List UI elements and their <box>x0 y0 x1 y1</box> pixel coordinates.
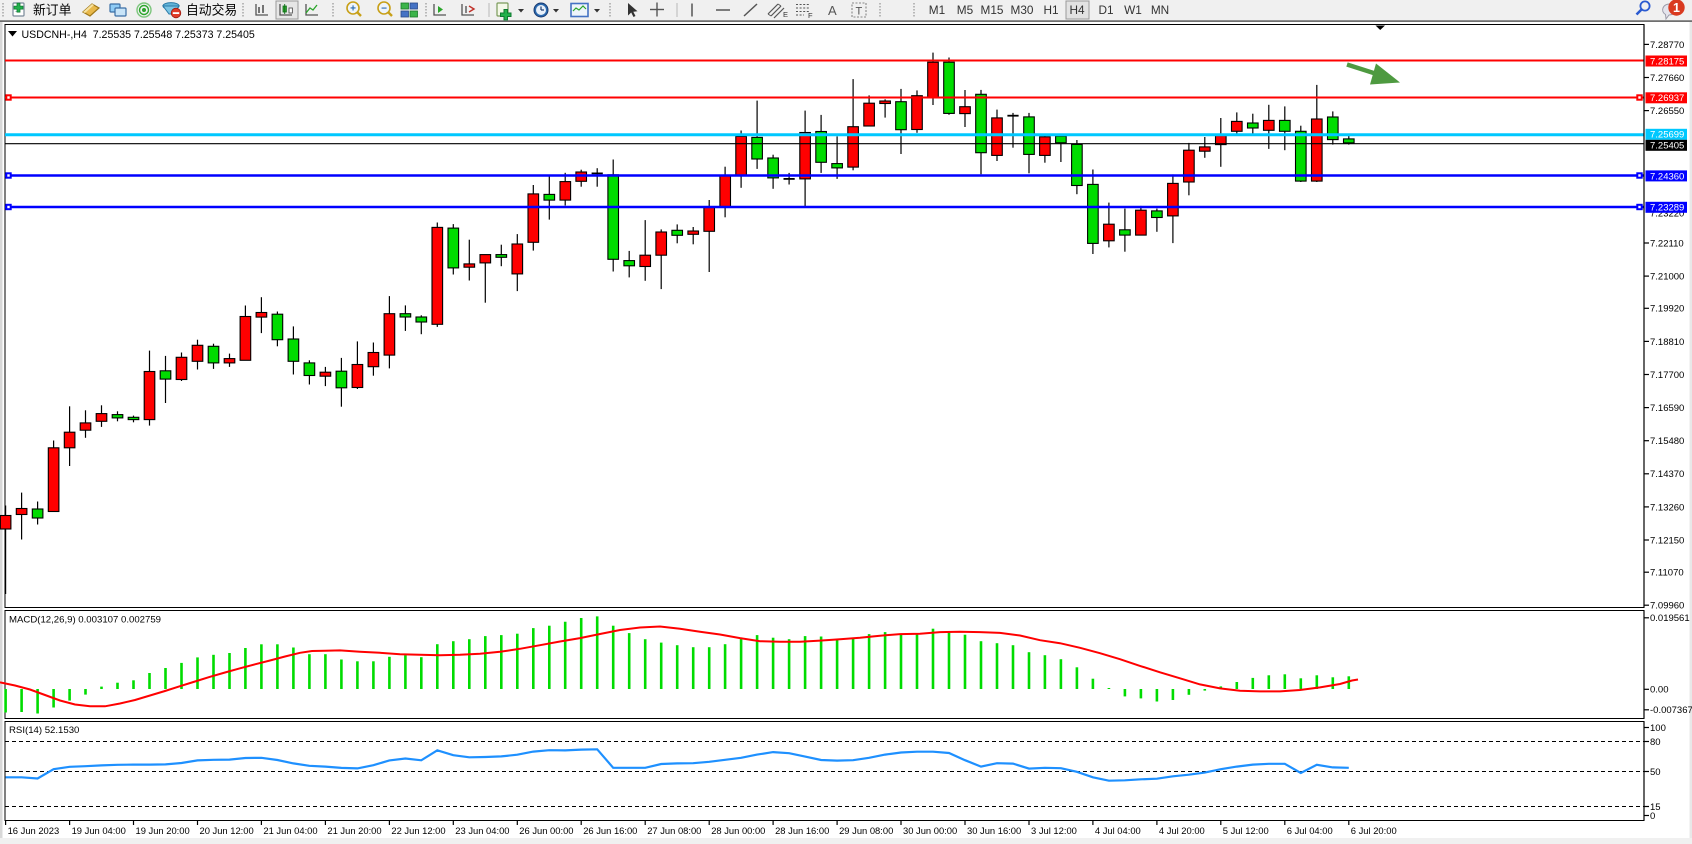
svg-text:7.13260: 7.13260 <box>1650 502 1684 513</box>
svg-text:新订单: 新订单 <box>33 3 72 18</box>
svg-text:7.25405: 7.25405 <box>1650 141 1684 152</box>
svg-text:26 Jun 16:00: 26 Jun 16:00 <box>583 825 637 836</box>
svg-text:4 Jul 04:00: 4 Jul 04:00 <box>1095 825 1141 836</box>
svg-text:USDCNH-,H4 7.25535 7.25548 7.: USDCNH-,H4 7.25535 7.25548 7.25373 7.254… <box>22 29 255 41</box>
svg-text:W1: W1 <box>1124 3 1142 17</box>
svg-text:7.28770: 7.28770 <box>1650 40 1684 51</box>
svg-text:16 Jun 2023: 16 Jun 2023 <box>8 825 60 836</box>
svg-text:1: 1 <box>1673 1 1680 15</box>
svg-text:E: E <box>783 10 788 19</box>
svg-text:27 Jun 08:00: 27 Jun 08:00 <box>647 825 701 836</box>
svg-text:0: 0 <box>1650 811 1655 822</box>
svg-text:7.26937: 7.26937 <box>1650 93 1684 104</box>
svg-text:M30: M30 <box>1011 3 1034 17</box>
svg-text:H4: H4 <box>1069 3 1085 17</box>
svg-text:15: 15 <box>1650 802 1661 813</box>
svg-text:5 Jul 12:00: 5 Jul 12:00 <box>1223 825 1269 836</box>
svg-text:M15: M15 <box>981 3 1004 17</box>
svg-text:T: T <box>856 6 863 18</box>
svg-text:6 Jul 20:00: 6 Jul 20:00 <box>1351 825 1397 836</box>
svg-text:A: A <box>828 3 837 18</box>
svg-text:7.24360: 7.24360 <box>1650 171 1684 182</box>
svg-text:50: 50 <box>1650 767 1661 778</box>
svg-text:21 Jun 04:00: 21 Jun 04:00 <box>263 825 317 836</box>
svg-text:0.019561: 0.019561 <box>1650 613 1690 624</box>
svg-text:7.22110: 7.22110 <box>1650 238 1684 249</box>
svg-text:22 Jun 12:00: 22 Jun 12:00 <box>391 825 445 836</box>
svg-text:M5: M5 <box>957 3 974 17</box>
svg-text:19 Jun 20:00: 19 Jun 20:00 <box>136 825 190 836</box>
svg-text:21 Jun 20:00: 21 Jun 20:00 <box>327 825 381 836</box>
svg-text:19 Jun 04:00: 19 Jun 04:00 <box>72 825 126 836</box>
svg-text:80: 80 <box>1650 737 1661 748</box>
svg-text:4 Jul 20:00: 4 Jul 20:00 <box>1159 825 1205 836</box>
svg-text:RSI(14) 52.1530: RSI(14) 52.1530 <box>9 725 79 736</box>
svg-text:F: F <box>808 11 813 20</box>
svg-text:7.23289: 7.23289 <box>1650 203 1684 214</box>
svg-text:26 Jun 00:00: 26 Jun 00:00 <box>519 825 573 836</box>
svg-text:-0.007367: -0.007367 <box>1650 705 1692 716</box>
svg-text:7.18810: 7.18810 <box>1650 337 1684 348</box>
svg-text:3 Jul 12:00: 3 Jul 12:00 <box>1031 825 1077 836</box>
svg-text:30 Jun 16:00: 30 Jun 16:00 <box>967 825 1021 836</box>
svg-text:H1: H1 <box>1043 3 1058 17</box>
svg-text:7.28175: 7.28175 <box>1650 56 1684 67</box>
svg-text:M1: M1 <box>929 3 945 17</box>
svg-text:0.00: 0.00 <box>1650 685 1669 696</box>
svg-text:7.27660: 7.27660 <box>1650 73 1684 84</box>
svg-text:28 Jun 00:00: 28 Jun 00:00 <box>711 825 765 836</box>
svg-text:7.14370: 7.14370 <box>1650 469 1684 480</box>
svg-text:D1: D1 <box>1098 3 1113 17</box>
svg-text:7.23220: 7.23220 <box>1650 209 1684 220</box>
svg-text:MN: MN <box>1151 3 1169 17</box>
svg-text:28 Jun 16:00: 28 Jun 16:00 <box>775 825 829 836</box>
svg-text:7.11070: 7.11070 <box>1650 568 1684 579</box>
svg-text:MACD(12,26,9) 0.003107 0.00275: MACD(12,26,9) 0.003107 0.002759 <box>9 615 161 626</box>
svg-text:7.26550: 7.26550 <box>1650 106 1684 117</box>
svg-text:6 Jul 04:00: 6 Jul 04:00 <box>1287 825 1333 836</box>
svg-text:自动交易: 自动交易 <box>186 3 237 18</box>
svg-text:7.21000: 7.21000 <box>1650 272 1684 283</box>
svg-text:29 Jun 08:00: 29 Jun 08:00 <box>839 825 893 836</box>
svg-text:23 Jun 04:00: 23 Jun 04:00 <box>455 825 509 836</box>
svg-text:100: 100 <box>1650 723 1666 734</box>
svg-text:7.15480: 7.15480 <box>1650 436 1684 447</box>
svg-text:7.12150: 7.12150 <box>1650 535 1684 546</box>
svg-text:−: − <box>381 3 387 14</box>
svg-text:20 Jun 12:00: 20 Jun 12:00 <box>200 825 254 836</box>
svg-text:7.09960: 7.09960 <box>1650 601 1684 612</box>
svg-text:7.19920: 7.19920 <box>1650 304 1684 315</box>
svg-text:+: + <box>350 3 356 14</box>
svg-text:30 Jun 00:00: 30 Jun 00:00 <box>903 825 957 836</box>
svg-text:7.16590: 7.16590 <box>1650 403 1684 414</box>
svg-text:7.17700: 7.17700 <box>1650 370 1684 381</box>
svg-text:7.25699: 7.25699 <box>1650 130 1684 141</box>
